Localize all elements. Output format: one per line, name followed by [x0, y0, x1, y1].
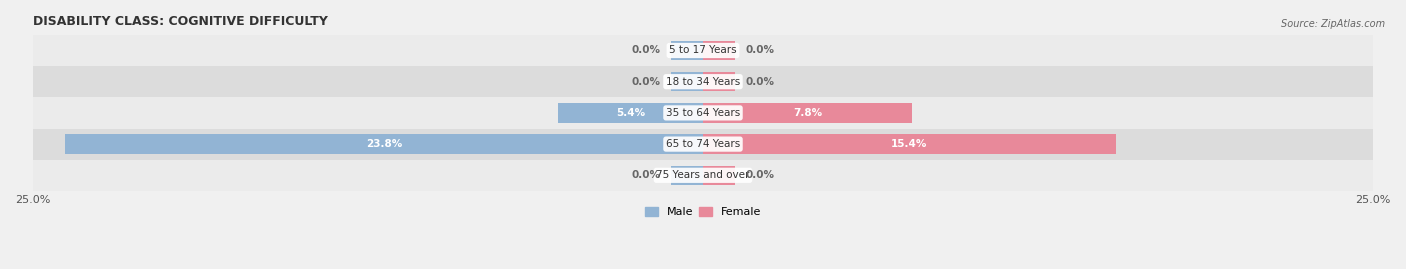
Bar	[703, 166, 735, 185]
Bar	[703, 72, 735, 91]
Bar	[32, 35, 1374, 66]
Text: 23.8%: 23.8%	[366, 139, 402, 149]
Bar	[671, 166, 703, 185]
Bar	[671, 72, 703, 91]
Text: 65 to 74 Years: 65 to 74 Years	[666, 139, 740, 149]
Text: 0.0%: 0.0%	[631, 45, 659, 55]
Text: 5.4%: 5.4%	[616, 108, 645, 118]
Text: 0.0%: 0.0%	[631, 170, 659, 180]
Bar	[703, 41, 735, 60]
Text: 35 to 64 Years: 35 to 64 Years	[666, 108, 740, 118]
Bar	[558, 103, 703, 123]
Text: Source: ZipAtlas.com: Source: ZipAtlas.com	[1281, 19, 1385, 29]
Bar	[703, 103, 912, 123]
Text: 75 Years and over: 75 Years and over	[657, 170, 749, 180]
Bar	[671, 41, 703, 60]
Legend: Male, Female: Male, Female	[640, 203, 766, 222]
Text: 7.8%: 7.8%	[793, 108, 823, 118]
Bar	[32, 97, 1374, 129]
Bar	[65, 134, 703, 154]
Bar	[703, 134, 1116, 154]
Bar	[32, 66, 1374, 97]
Text: 0.0%: 0.0%	[747, 77, 775, 87]
Text: 18 to 34 Years: 18 to 34 Years	[666, 77, 740, 87]
Text: 0.0%: 0.0%	[747, 170, 775, 180]
Bar	[32, 160, 1374, 191]
Text: 15.4%: 15.4%	[891, 139, 928, 149]
Text: 0.0%: 0.0%	[631, 77, 659, 87]
Text: 0.0%: 0.0%	[747, 45, 775, 55]
Text: DISABILITY CLASS: COGNITIVE DIFFICULTY: DISABILITY CLASS: COGNITIVE DIFFICULTY	[32, 15, 328, 28]
Text: 5 to 17 Years: 5 to 17 Years	[669, 45, 737, 55]
Bar	[32, 129, 1374, 160]
